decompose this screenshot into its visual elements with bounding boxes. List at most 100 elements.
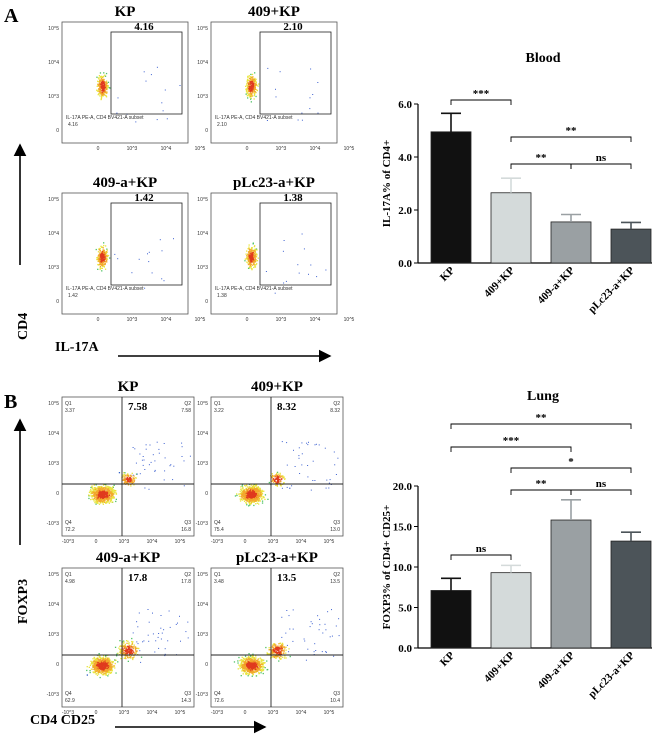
y-tick-label: 15.0 [393, 522, 413, 534]
cell-dot [282, 250, 284, 252]
cell-dot [292, 628, 294, 630]
cell-dot [251, 655, 254, 657]
cell-dot [95, 248, 97, 251]
cell-dot [248, 671, 250, 673]
cell-dot [250, 490, 252, 492]
cell-dot [124, 479, 127, 481]
cell-dot [116, 653, 118, 655]
cell-dot [106, 496, 108, 498]
cell-dot [245, 665, 247, 667]
cell-dot [148, 488, 150, 490]
y-tick-label: 10^5 [48, 401, 59, 407]
cell-dot [94, 488, 97, 491]
cell-dot [252, 660, 254, 662]
cell-dot [97, 664, 99, 666]
cell-dot [250, 73, 252, 76]
cell-dot [319, 618, 321, 620]
cell-dot [99, 95, 101, 97]
cell-dot [280, 658, 282, 660]
cell-dot [117, 661, 119, 663]
cell-dot [301, 464, 303, 466]
cell-dot [106, 254, 108, 256]
cell-dot [271, 656, 273, 658]
cell-dot [251, 662, 253, 664]
cell-dot [108, 494, 110, 496]
chart-title: Lung [527, 389, 559, 404]
cell-dot [267, 653, 269, 655]
cell-dot [102, 265, 104, 267]
cell-dot [98, 653, 100, 655]
cell-dot [289, 655, 291, 658]
cell-dot [154, 460, 156, 462]
cell-dot [110, 664, 112, 666]
cell-dot [97, 497, 99, 499]
cell-dot [253, 504, 255, 507]
cell-dot [275, 88, 276, 90]
cell-dot [105, 86, 108, 88]
cell-population [233, 653, 269, 677]
cell-dot [249, 260, 251, 262]
cell-dot [108, 670, 110, 673]
cell-dot [275, 647, 277, 649]
cell-dot [131, 475, 133, 477]
cell-dot [325, 651, 327, 653]
cell-dot [181, 446, 183, 448]
cell-dot [91, 486, 93, 488]
cell-dot [113, 489, 116, 491]
cell-dot [247, 493, 249, 495]
cell-dot [97, 670, 100, 673]
cell-dot [108, 491, 110, 494]
cell-dot [249, 661, 252, 664]
cell-dot [98, 665, 100, 667]
cell-dot [252, 656, 254, 658]
cell-dot [100, 98, 102, 100]
cell-dot [308, 441, 309, 443]
cell-dot [265, 271, 267, 272]
cell-dot [102, 88, 104, 90]
cell-dot [246, 81, 248, 83]
cell-dot [97, 663, 99, 665]
cell-dot [273, 649, 275, 651]
cell-dot [102, 662, 104, 664]
cell-dot [248, 244, 250, 246]
cell-dot [107, 81, 110, 83]
cell-dot [253, 80, 256, 82]
cell-dot [261, 500, 264, 502]
cell-dot [133, 647, 135, 650]
cell-dot [132, 649, 134, 652]
cell-dot [242, 665, 244, 667]
cell-dot [124, 477, 126, 479]
cell-dot [250, 83, 252, 86]
cell-dot [131, 640, 133, 643]
cell-dot [244, 671, 246, 673]
cell-dot [248, 84, 250, 87]
cell-dot [104, 75, 107, 77]
cell-dot [251, 487, 253, 489]
cell-dot [100, 494, 102, 496]
x-tick-label: 10^4 [296, 710, 307, 716]
cell-dot [274, 476, 276, 478]
cell-dot [181, 442, 183, 444]
cell-dot [103, 257, 106, 259]
cell-dot [255, 490, 257, 492]
cell-dot [252, 498, 254, 500]
cell-dot [145, 448, 147, 450]
cell-dot [97, 673, 100, 675]
cell-dot [249, 671, 252, 673]
cell-dot [246, 498, 248, 500]
gate-percentage: 1.38 [283, 192, 303, 204]
cell-dot [297, 264, 299, 266]
cell-dot [99, 659, 101, 661]
cell-dot [254, 669, 256, 671]
cell-dot [122, 645, 124, 648]
cell-dot [123, 479, 125, 481]
cell-dot [156, 441, 158, 443]
cell-dot [263, 490, 265, 492]
cell-dot [251, 663, 253, 665]
cell-dot [122, 648, 124, 650]
cell-dot [269, 649, 271, 651]
cell-dot [104, 665, 106, 667]
significance-bracket [510, 163, 572, 169]
cell-dot [122, 652, 124, 655]
cell-dot [273, 655, 275, 658]
